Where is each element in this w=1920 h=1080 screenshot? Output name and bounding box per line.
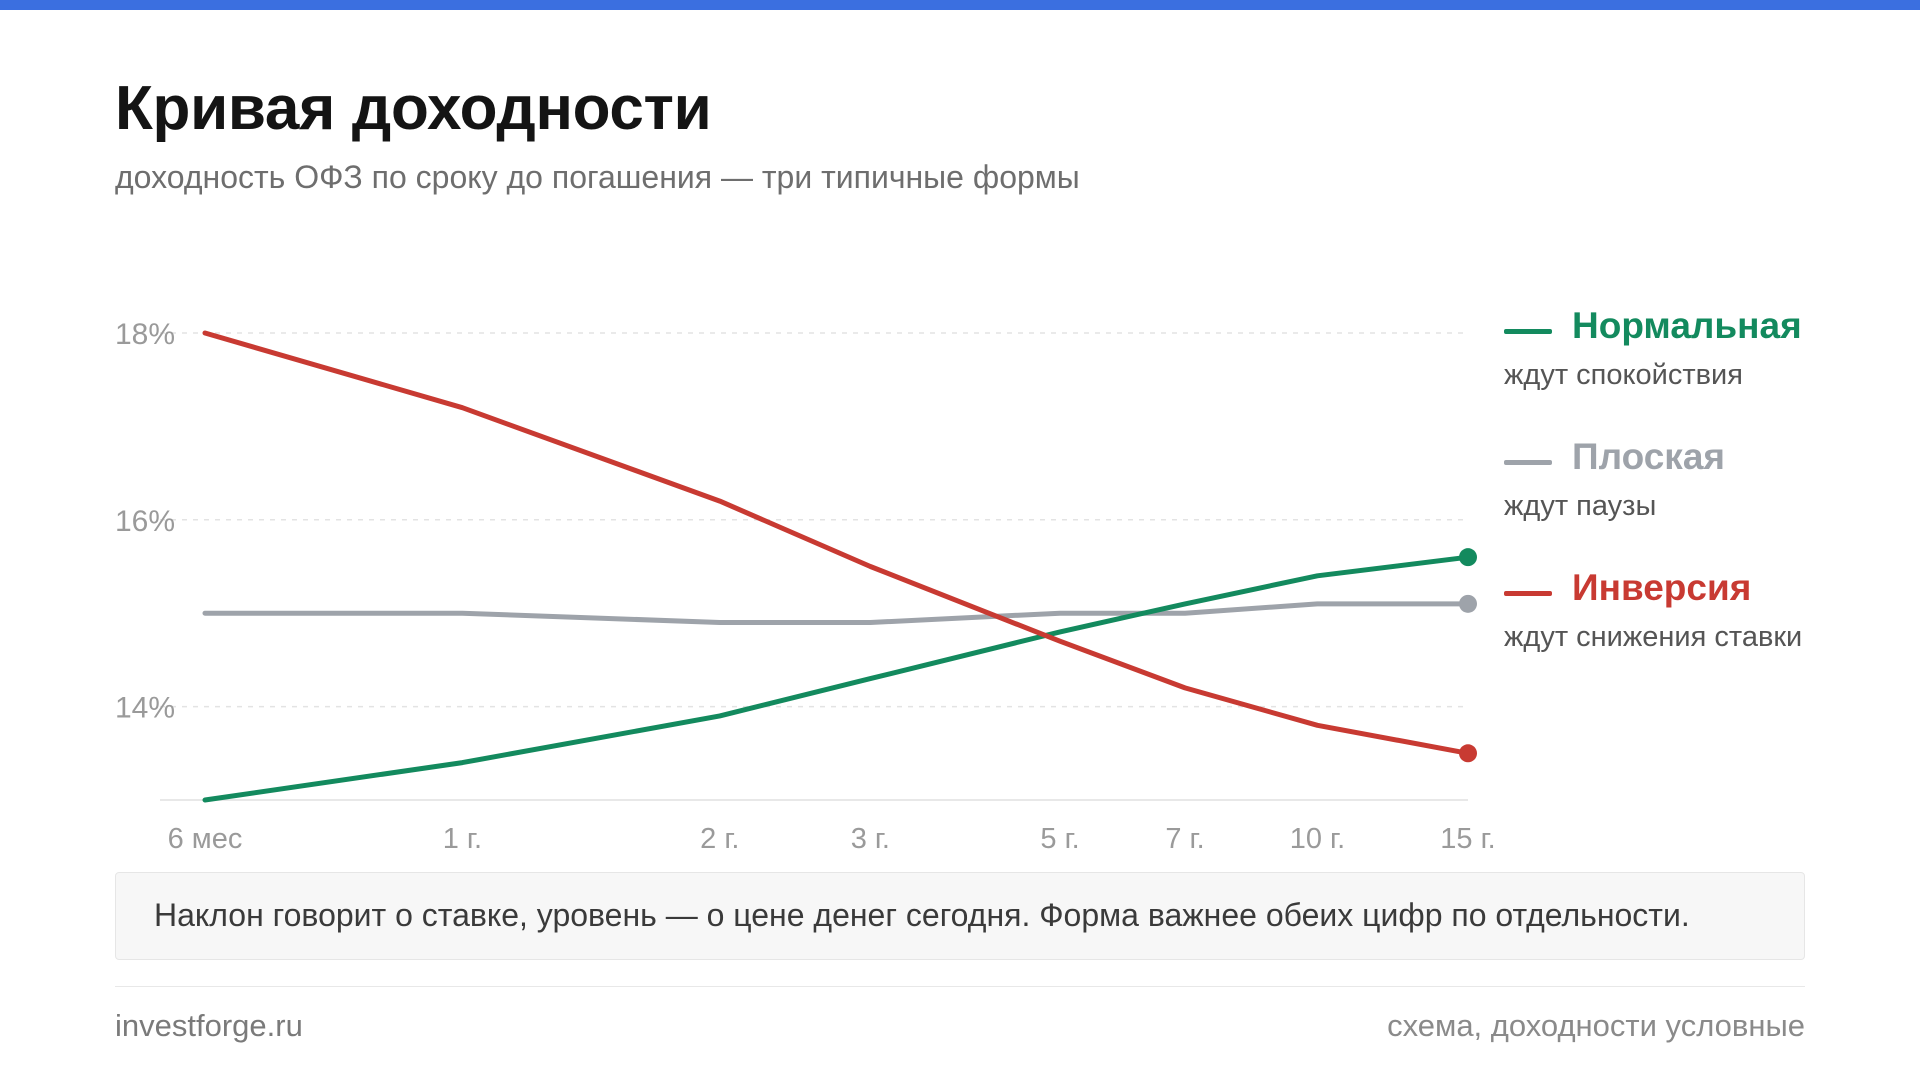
- y-axis-ticks: 18% 16% 14%: [115, 318, 175, 725]
- series-line-flat: [202, 601, 1471, 625]
- chart-subtitle: доходность ОФЗ по сроку до погашения — т…: [115, 159, 1080, 195]
- y-tick-label: 18%: [115, 318, 175, 351]
- x-tick-label: 5 г.: [1040, 823, 1079, 855]
- legend-desc-inverse: ждут снижения ставки: [1504, 621, 1803, 653]
- legend-swatch-normal: [1504, 329, 1552, 334]
- x-tick-label: 1 г.: [443, 823, 482, 855]
- series-endpoint-flat: [1459, 594, 1477, 613]
- x-axis-ticks: 6 мес 1 г. 2 г. 3 г. 5 г. 7 г. 10 г. 15 г.: [168, 823, 1496, 855]
- footer-disclaimer: схема, доходности условные: [1387, 1008, 1805, 1043]
- x-tick-label: 15 г.: [1440, 823, 1495, 855]
- footer-divider: [115, 986, 1805, 987]
- series-line-normal: [202, 554, 1471, 803]
- legend-name-inverse: Инверсия: [1572, 567, 1752, 608]
- x-tick-label: 3 г.: [851, 823, 890, 855]
- legend-name-flat: Плоская: [1572, 436, 1725, 477]
- legend-desc-flat: ждут паузы: [1504, 490, 1657, 522]
- takeaway-note: Наклон говорит о ставке, уровень — о цен…: [115, 872, 1805, 960]
- y-tick-label: 16%: [115, 505, 175, 538]
- series-lines: [202, 330, 1477, 803]
- takeaway-note-text: Наклон говорит о ставке, уровень — о цен…: [154, 897, 1690, 933]
- series-line-inverse: [202, 330, 1471, 756]
- legend-swatch-flat: [1504, 460, 1552, 465]
- legend-name-normal: Нормальная: [1572, 305, 1802, 346]
- legend-swatch-inverse: [1504, 591, 1552, 596]
- footer-source: investforge.ru: [115, 1008, 303, 1043]
- series-endpoint-inverse: [1459, 744, 1477, 763]
- legend-desc-normal: ждут спокойствия: [1504, 359, 1743, 391]
- series-endpoint-normal: [1459, 548, 1477, 567]
- chart-title: Кривая доходности: [115, 74, 712, 143]
- x-tick-label: 6 мес: [168, 823, 243, 855]
- grid-lines: [160, 332, 1468, 801]
- top-accent-bar: [0, 0, 1920, 10]
- x-tick-label: 10 г.: [1290, 823, 1345, 855]
- x-tick-label: 7 г.: [1165, 823, 1204, 855]
- y-tick-label: 14%: [115, 692, 175, 725]
- x-tick-label: 2 г.: [700, 823, 739, 855]
